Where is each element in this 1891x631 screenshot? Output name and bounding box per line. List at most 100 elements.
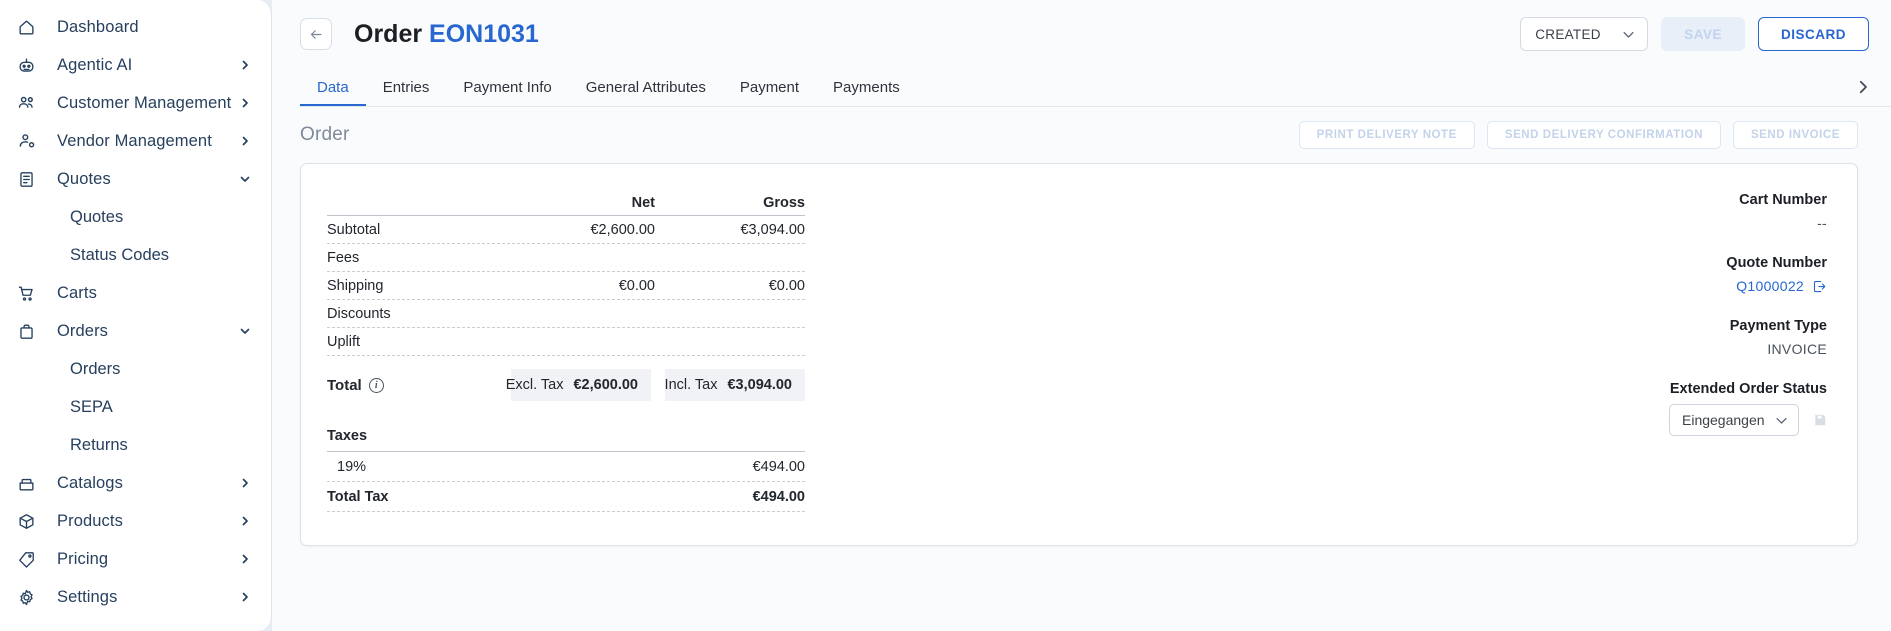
row-label: Discounts [327, 305, 391, 322]
page-title-prefix: Order [354, 19, 423, 48]
grand-total-row: Total i Excl. Tax €2,600.00 Incl. Tax €3… [327, 362, 805, 408]
tax-rate-row: 19% €494.00 [327, 452, 805, 482]
page-title: Order EON1031 [354, 20, 539, 49]
total-excl-tax-chip: Excl. Tax €2,600.00 [506, 369, 651, 401]
page-title-order-id: EON1031 [429, 19, 539, 48]
tab-label: General Attributes [585, 78, 706, 96]
table-row: Uplift [327, 328, 805, 356]
order-summary-card: Net Gross Subtotal €2,600.00 €3,094.00 F… [300, 163, 1858, 546]
total-incl-tax-chip: Incl. Tax €3,094.00 [665, 369, 805, 401]
extended-order-status-label: Extended Order Status [1669, 381, 1827, 397]
sidebar-item-carts[interactable]: Carts [0, 274, 271, 312]
chevron-right-icon [239, 97, 251, 109]
tag-icon [17, 548, 41, 570]
sidebar-subitem-label: SEPA [70, 397, 113, 416]
row-gross: €3,094.00 [740, 221, 805, 238]
quote-number-link[interactable]: Q1000022 [1567, 278, 1827, 294]
print-delivery-note-button[interactable]: PRINT DELIVERY NOTE [1298, 121, 1475, 149]
sidebar-subitem-returns[interactable]: Returns [0, 426, 271, 464]
tab-entries[interactable]: Entries [366, 68, 447, 106]
document-actions: PRINT DELIVERY NOTE SEND DELIVERY CONFIR… [1298, 121, 1858, 149]
tab-data[interactable]: Data [300, 68, 366, 106]
row-label: Shipping [327, 277, 384, 294]
send-invoice-button[interactable]: SEND INVOICE [1732, 121, 1858, 149]
sidebar-subitem-quotes[interactable]: Quotes [0, 198, 271, 236]
sidebar-item-label: Customer Management [57, 93, 232, 112]
sidebar-subitem-orders[interactable]: Orders [0, 350, 271, 388]
sidebar-item-dashboard[interactable]: Dashboard [0, 8, 271, 46]
sidebar-item-customer-management[interactable]: Customer Management [0, 84, 271, 122]
tax-rate-value: €494.00 [752, 458, 805, 475]
robot-icon [17, 54, 41, 76]
sidebar-item-settings[interactable]: Settings [0, 578, 271, 616]
total-excl-tax-value: €2,600.00 [573, 377, 638, 393]
sidebar-subitem-status-codes[interactable]: Status Codes [0, 236, 271, 274]
row-net: €0.00 [618, 277, 655, 294]
sidebar-item-label: Carts [57, 283, 97, 302]
info-icon[interactable]: i [368, 377, 384, 393]
order-status-select[interactable]: CREATED [1520, 17, 1649, 51]
box-icon [17, 510, 41, 532]
sidebar-item-orders[interactable]: Orders [0, 312, 271, 350]
floppy-save-icon[interactable] [1813, 413, 1827, 427]
users-icon [17, 92, 41, 114]
extended-order-status-select[interactable]: Eingegangen [1669, 404, 1799, 436]
sidebar-subitem-label: Returns [70, 435, 128, 454]
total-tax-row: Total Tax €494.00 [327, 482, 805, 512]
tab-label: Payment Info [463, 78, 552, 96]
document-icon [17, 168, 41, 190]
total-excl-tax-key: Excl. Tax [505, 377, 564, 393]
chevron-right-icon [239, 591, 251, 603]
sidebar-item-vendor-management[interactable]: Vendor Management [0, 122, 271, 160]
table-row: Fees [327, 244, 805, 272]
chevron-right-icon [239, 59, 251, 71]
chevron-down-icon [1621, 27, 1636, 42]
main-area: Order EON1031 CREATED SAVE DISCARD [272, 0, 1891, 631]
sidebar-item-products[interactable]: Products [0, 502, 271, 540]
back-button[interactable] [300, 18, 332, 50]
chevron-right-icon [1854, 78, 1872, 96]
table-row: Subtotal €2,600.00 €3,094.00 [327, 216, 805, 244]
order-status-value: CREATED [1535, 26, 1601, 42]
tab-general-attributes[interactable]: General Attributes [569, 68, 723, 106]
button-label: SEND DELIVERY CONFIRMATION [1504, 129, 1703, 141]
tabs-scroll-next-button[interactable] [1835, 68, 1891, 107]
sidebar-item-label: Settings [57, 587, 118, 606]
section-title: Order [300, 124, 350, 145]
sidebar-item-catalogs[interactable]: Catalogs [0, 464, 271, 502]
page-header: Order EON1031 CREATED SAVE DISCARD [272, 0, 1891, 68]
sidebar-item-label: Catalogs [57, 473, 123, 492]
tab-payment[interactable]: Payment [723, 68, 816, 106]
row-net: €2,600.00 [590, 221, 655, 238]
tab-payment-info[interactable]: Payment Info [446, 68, 568, 106]
extended-order-status-row: Eingegangen [1567, 404, 1827, 436]
row-label: Fees [327, 249, 360, 266]
cart-number-value: -- [1817, 215, 1827, 231]
sidebar: Dashboard Agentic AI Customer Management [0, 0, 272, 631]
sidebar-item-quotes[interactable]: Quotes [0, 160, 271, 198]
button-label: SEND INVOICE [1750, 129, 1840, 141]
tab-payments[interactable]: Payments [816, 68, 917, 106]
sidebar-item-label: Dashboard [57, 17, 139, 36]
tab-panel-data: Order PRINT DELIVERY NOTE SEND DELIVERY … [272, 107, 1891, 631]
discard-button[interactable]: DISCARD [1757, 17, 1869, 51]
user-gear-icon [17, 130, 41, 152]
sidebar-item-pricing[interactable]: Pricing [0, 540, 271, 578]
row-label: Uplift [327, 333, 361, 350]
extended-order-status-value: Eingegangen [1682, 412, 1765, 428]
tab-label: Payment [739, 78, 800, 96]
cart-number-label: Cart Number [1739, 192, 1827, 208]
chevron-right-icon [239, 515, 251, 527]
row-gross: €0.00 [768, 277, 805, 294]
quote-number-value: Q1000022 [1736, 278, 1804, 294]
send-delivery-confirmation-button[interactable]: SEND DELIVERY CONFIRMATION [1486, 121, 1721, 149]
sidebar-item-agentic-ai[interactable]: Agentic AI [0, 46, 271, 84]
sidebar-item-label: Pricing [57, 549, 109, 568]
sidebar-item-label: Quotes [57, 169, 111, 188]
sidebar-subitem-label: Orders [70, 359, 121, 378]
chevron-down-icon [239, 325, 251, 337]
sidebar-subitem-sepa[interactable]: SEPA [0, 388, 271, 426]
chevron-down-icon [1774, 413, 1789, 428]
totals-header-net: Net [631, 194, 655, 211]
save-button[interactable]: SAVE [1661, 17, 1745, 51]
